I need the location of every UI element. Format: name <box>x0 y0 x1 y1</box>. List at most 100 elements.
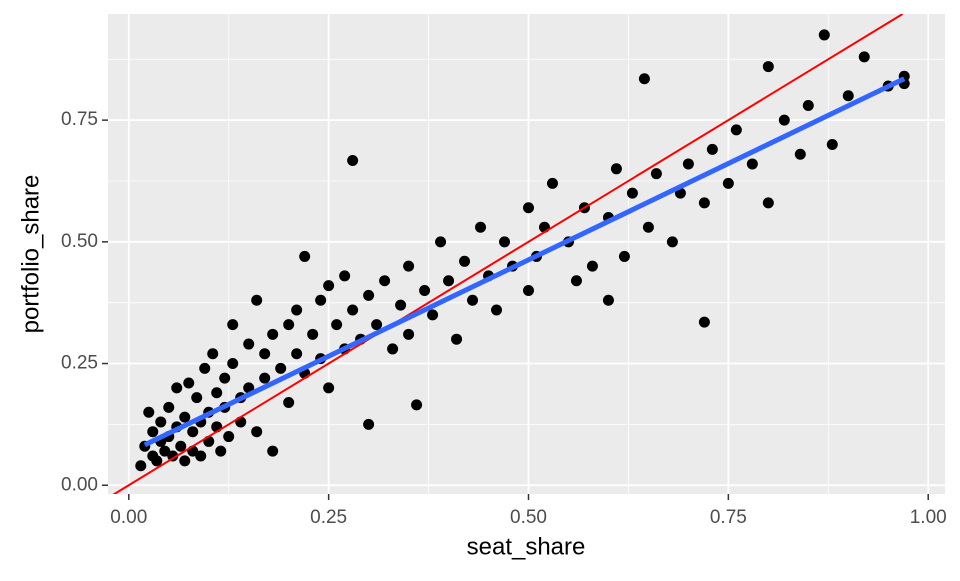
point <box>419 285 431 297</box>
point <box>251 294 263 306</box>
point <box>299 250 311 262</box>
point <box>251 426 263 438</box>
x-tick-label: 1.00 <box>910 507 947 528</box>
point <box>459 255 471 267</box>
x-tick-label: 0.00 <box>110 507 147 528</box>
point <box>363 418 375 430</box>
point <box>379 275 391 287</box>
point <box>387 343 399 355</box>
point <box>650 168 662 180</box>
point <box>706 143 718 155</box>
point <box>155 416 167 428</box>
point <box>339 270 351 282</box>
point <box>259 372 271 384</box>
point <box>586 260 598 272</box>
point <box>331 319 343 331</box>
point <box>283 319 295 331</box>
point <box>626 187 638 199</box>
point <box>267 328 279 340</box>
point <box>275 362 287 374</box>
point <box>427 309 439 321</box>
point <box>347 155 359 167</box>
point <box>151 455 163 467</box>
point <box>642 221 654 233</box>
point <box>291 348 303 360</box>
point <box>171 382 183 394</box>
point <box>167 450 179 462</box>
y-tick-label: 0.75 <box>61 109 98 130</box>
x-axis-title: seat_share <box>467 533 586 560</box>
point <box>818 29 830 41</box>
point <box>698 197 710 209</box>
point <box>522 285 534 297</box>
point <box>570 275 582 287</box>
point <box>666 236 678 248</box>
point <box>183 377 195 389</box>
point <box>618 250 630 262</box>
point <box>371 319 383 331</box>
point <box>347 304 359 316</box>
point <box>411 399 423 411</box>
plot-area <box>112 14 910 494</box>
point <box>219 372 231 384</box>
point <box>179 411 191 423</box>
point <box>638 73 650 85</box>
point <box>746 158 758 170</box>
point <box>730 124 742 136</box>
point <box>522 202 534 214</box>
x-tick-label: 0.25 <box>310 507 347 528</box>
point <box>143 406 155 418</box>
point <box>610 163 622 175</box>
point <box>283 396 295 408</box>
x-tick-label: 0.50 <box>510 507 547 528</box>
point <box>135 460 147 472</box>
point <box>159 445 171 457</box>
point <box>499 236 511 248</box>
point <box>243 338 255 350</box>
point <box>403 260 415 272</box>
point <box>395 299 407 311</box>
point <box>259 348 271 360</box>
point <box>546 177 558 189</box>
point <box>698 316 710 328</box>
point <box>191 392 203 404</box>
point <box>323 382 335 394</box>
point <box>291 304 303 316</box>
point <box>211 387 223 399</box>
point <box>722 177 734 189</box>
point <box>826 138 838 150</box>
point <box>682 158 694 170</box>
point <box>403 328 415 340</box>
point <box>762 197 774 209</box>
point <box>315 294 327 306</box>
point <box>475 221 487 233</box>
point <box>179 455 191 467</box>
point <box>307 328 319 340</box>
y-tick-label: 0.25 <box>61 353 98 374</box>
point <box>187 426 199 438</box>
point <box>215 445 227 457</box>
point <box>207 348 219 360</box>
point <box>467 294 479 306</box>
y-tick-label: 0.50 <box>61 231 98 252</box>
reference-line <box>112 14 904 494</box>
point <box>435 236 447 248</box>
point <box>223 431 235 443</box>
point <box>794 148 806 160</box>
point <box>195 450 207 462</box>
point <box>147 426 159 438</box>
point <box>451 333 463 345</box>
point <box>491 304 503 316</box>
point <box>363 289 375 301</box>
point <box>163 401 175 413</box>
y-tick-label: 0.00 <box>61 474 98 495</box>
point <box>227 319 239 331</box>
point <box>267 445 279 457</box>
y-axis-title: portfolio_share <box>17 175 44 334</box>
point <box>175 440 187 452</box>
point <box>802 100 814 112</box>
point <box>323 280 335 292</box>
point <box>443 275 455 287</box>
fit-line <box>143 76 906 448</box>
